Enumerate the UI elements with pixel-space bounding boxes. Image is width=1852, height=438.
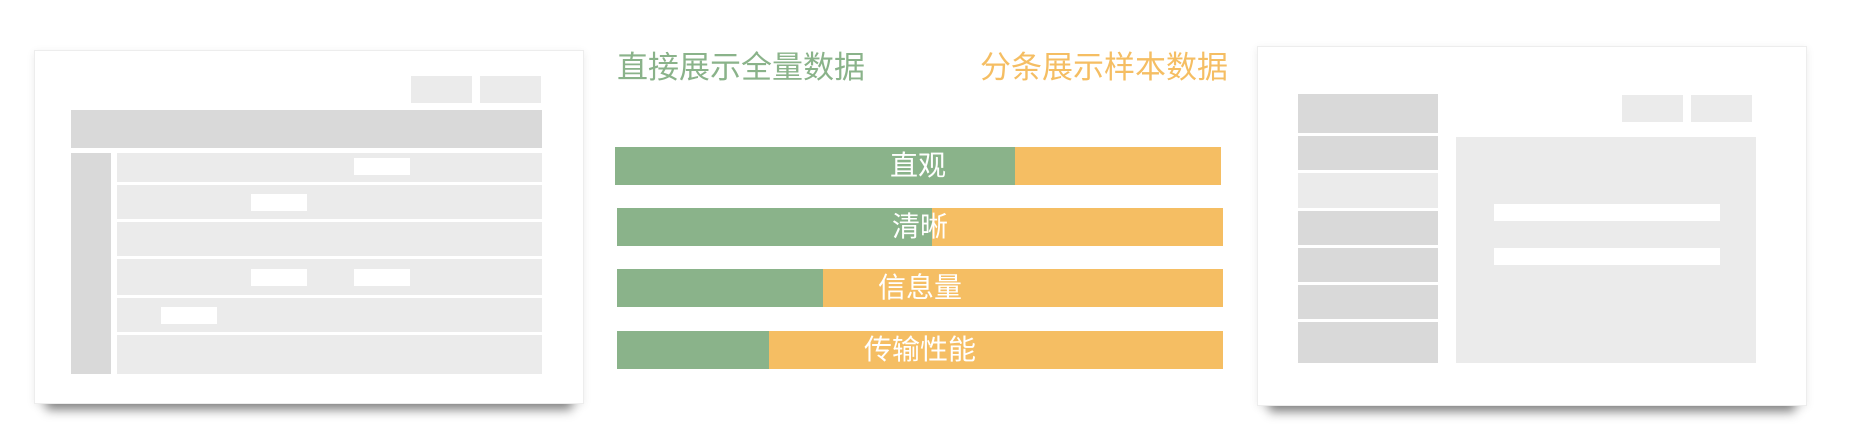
- comparison-bar: 直观: [615, 147, 1221, 185]
- wireframe-detail-panel: [1456, 137, 1756, 363]
- wireframe-cell-highlight: [354, 269, 410, 286]
- wireframe-list-item: [1298, 285, 1438, 319]
- wireframe-cell-highlight: [251, 194, 307, 211]
- comparison-bar: 传输性能: [617, 331, 1223, 369]
- wireframe-button: [480, 76, 541, 103]
- wireframe-button: [1622, 95, 1683, 122]
- comparison-bar: 信息量: [617, 269, 1223, 307]
- bar-orange-segment: [823, 269, 1223, 307]
- wireframe-detail-line: [1494, 248, 1720, 265]
- wireframe-list-item-selected: [1298, 173, 1438, 208]
- wireframe-cell-highlight: [161, 307, 217, 324]
- bar-orange-segment: [932, 208, 1223, 246]
- wireframe-list-item: [1298, 248, 1438, 282]
- comparison-bar: 清晰: [617, 208, 1223, 246]
- wireframe-button: [411, 76, 472, 103]
- bar-green-segment: [615, 147, 1015, 185]
- full-data-table-wireframe: [34, 50, 584, 404]
- wireframe-list-item: [1298, 136, 1438, 170]
- wireframe-list-item: [1298, 322, 1438, 363]
- wireframe-table-header: [71, 110, 542, 148]
- wireframe-row-index-column: [71, 153, 111, 374]
- wireframe-table-row: [117, 185, 542, 219]
- bar-green-segment: [617, 208, 933, 246]
- sampled-data-wireframe: [1257, 46, 1807, 406]
- heading-full-data: 直接展示全量数据: [617, 50, 865, 86]
- wireframe-cell-highlight: [354, 158, 410, 175]
- bar-orange-segment: [1014, 147, 1221, 185]
- wireframe-list-item: [1298, 94, 1438, 133]
- wireframe-table-row: [117, 153, 542, 182]
- bar-label: 直观: [889, 149, 946, 182]
- bar-label: 传输性能: [863, 333, 976, 366]
- bar-label: 信息量: [877, 271, 962, 304]
- bar-green-segment: [617, 331, 769, 369]
- bar-label: 清晰: [891, 210, 948, 243]
- wireframe-cell-highlight: [251, 269, 307, 286]
- wireframe-list-item: [1298, 211, 1438, 245]
- wireframe-table-row: [117, 259, 542, 295]
- wireframe-button: [1691, 95, 1752, 122]
- bar-green-segment: [617, 269, 824, 307]
- wireframe-detail-line: [1494, 204, 1720, 221]
- heading-sampled-data: 分条展示样本数据: [980, 50, 1228, 86]
- bar-orange-segment: [768, 331, 1223, 369]
- wireframe-table-row: [117, 335, 542, 374]
- wireframe-table-row: [117, 222, 542, 256]
